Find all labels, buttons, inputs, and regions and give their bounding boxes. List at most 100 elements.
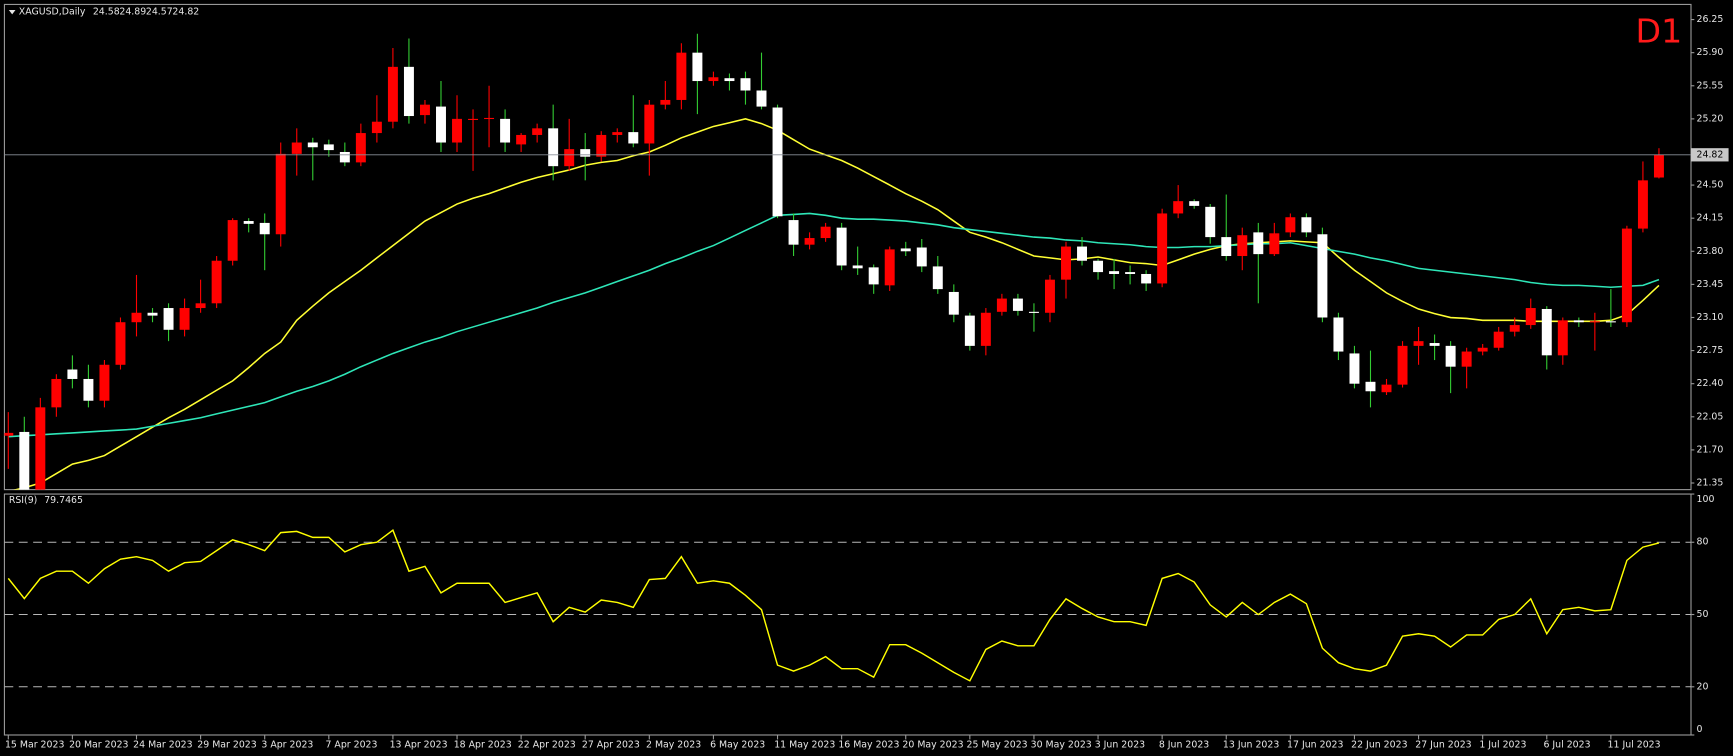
- candle-body: [19, 431, 30, 490]
- timeframe: D1: [1636, 12, 1683, 51]
- candle-body: [1381, 384, 1392, 393]
- candle-body: [708, 77, 719, 82]
- x-tick-label: 2 May 2023: [646, 739, 701, 750]
- candle-body: [916, 247, 927, 267]
- candle-body: [1653, 154, 1664, 178]
- candle-body: [1141, 273, 1152, 284]
- candle-body: [516, 134, 527, 145]
- candle-body: [1301, 217, 1312, 233]
- candle-body: [548, 128, 559, 167]
- price-plot: [4, 33, 1692, 490]
- candle-body: [884, 249, 895, 286]
- candle-body: [1237, 235, 1248, 257]
- candle-body: [452, 118, 462, 143]
- candle-body: [211, 260, 222, 304]
- candle-body: [660, 99, 671, 105]
- moving-average: [12, 118, 1660, 490]
- candle-body: [932, 266, 943, 290]
- candle-body: [580, 149, 591, 157]
- candle-body: [1493, 331, 1504, 348]
- candle-body: [371, 121, 382, 134]
- y-tick-label: 23.10: [1697, 312, 1724, 323]
- y-tick-label: 23.80: [1697, 246, 1724, 257]
- candle-body: [1028, 311, 1039, 313]
- candle-body: [1061, 246, 1071, 280]
- x-tick-label: 13 Apr 2023: [390, 739, 448, 750]
- y-tick-label: 24.15: [1697, 213, 1724, 224]
- x-tick-label: 24 Mar 2023: [133, 739, 192, 750]
- candle-body: [1445, 345, 1456, 367]
- candle-body: [724, 78, 735, 82]
- candle-body: [1157, 213, 1168, 284]
- candle-body: [1173, 201, 1184, 214]
- candle-body: [644, 104, 655, 144]
- y-tick-label: 50: [1697, 609, 1709, 620]
- y-tick-label: 20: [1697, 681, 1709, 692]
- candle-body: [1589, 321, 1600, 323]
- candle-body: [980, 312, 991, 346]
- candle-body: [83, 378, 94, 401]
- x-tick-label: 27 Jun 2023: [1415, 739, 1471, 750]
- candle-body: [131, 312, 142, 323]
- y-tick-label: 80: [1697, 537, 1709, 548]
- candle-body: [323, 144, 334, 151]
- candle-body: [868, 267, 879, 285]
- candle-body: [772, 107, 783, 217]
- main-panel: [3, 3, 1692, 491]
- y-tick-label: 26.25: [1697, 14, 1724, 25]
- rsi-title: RSI(9): [9, 495, 38, 506]
- header-open: 24.58: [93, 7, 120, 18]
- y-tick-label: 25.90: [1697, 47, 1724, 58]
- candle-body: [355, 133, 366, 163]
- x-tick-label: 16 May 2023: [838, 739, 899, 750]
- candle-body: [147, 312, 158, 316]
- candle-body: [259, 222, 270, 235]
- current-price-label: 24.82: [1697, 149, 1724, 160]
- candle-body: [1044, 279, 1055, 313]
- candle-body: [1509, 325, 1520, 332]
- candle-body: [852, 265, 863, 269]
- y-tick-label: 24.50: [1697, 180, 1724, 191]
- candle-body: [1365, 381, 1376, 392]
- candle-body: [612, 132, 623, 135]
- candle-body: [900, 248, 911, 252]
- candle-body: [436, 106, 446, 143]
- candle-body: [1109, 271, 1120, 274]
- header-low: 24.57: [146, 7, 173, 18]
- candle-body: [1189, 201, 1200, 206]
- x-tick-label: 25 May 2023: [967, 739, 1028, 750]
- candle-body: [820, 226, 831, 239]
- candle-body: [163, 308, 174, 330]
- candle-body: [1557, 320, 1568, 356]
- candle-body: [1397, 345, 1408, 385]
- chart-title: XAGUSD,Daily: [19, 7, 86, 18]
- header-high: 24.89: [119, 7, 146, 18]
- x-tick-label: 7 Apr 2023: [325, 739, 377, 750]
- x-tick-label: 8 Jun 2023: [1159, 739, 1209, 750]
- candle-body: [99, 364, 110, 401]
- candle-body: [67, 369, 78, 379]
- rsi-plot: [4, 529, 1692, 688]
- current-price-box: [1691, 148, 1729, 162]
- candle-body: [1093, 260, 1104, 273]
- x-tick-label: 29 Mar 2023: [197, 739, 256, 750]
- candle-body: [243, 221, 254, 224]
- candle-body: [564, 149, 575, 167]
- candle-body: [179, 308, 190, 330]
- x-tick-label: 17 Jun 2023: [1287, 739, 1343, 750]
- candle-body: [500, 118, 511, 143]
- candle-body: [804, 238, 815, 245]
- candle-body: [1333, 317, 1344, 352]
- candle-body: [1205, 206, 1216, 238]
- x-tick-label: 15 Mar 2023: [5, 739, 64, 750]
- y-tick-label: 22.40: [1697, 378, 1724, 389]
- candle-body: [676, 52, 687, 100]
- candle-body: [403, 66, 414, 117]
- rsi-value: 79.7465: [44, 495, 83, 506]
- candle-body: [1253, 232, 1264, 255]
- candle-body: [996, 298, 1007, 312]
- x-tick-label: 1 Jul 2023: [1479, 739, 1526, 750]
- candle-body: [692, 52, 703, 82]
